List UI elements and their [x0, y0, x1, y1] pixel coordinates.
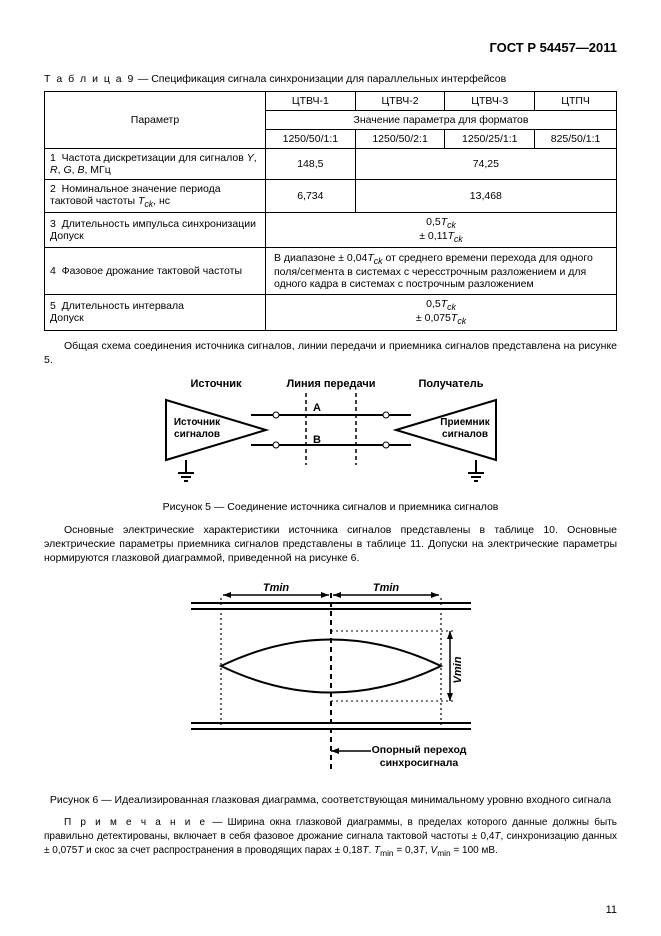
note-lead: П р и м е ч а н и е — [64, 817, 207, 828]
row2-label: 2 Номинальное значение периода тактовой … — [45, 180, 266, 213]
fig5-recv-top: Получатель — [418, 378, 483, 390]
fig5-rcv-lbl1: Приемник — [440, 417, 490, 428]
col-h1: ЦТВЧ-1 — [266, 92, 356, 111]
fig5-caption: Рисунок 5 — Соединение источника сигнало… — [44, 501, 617, 513]
fig6-tmin1: Tmin — [262, 582, 289, 594]
col-h4: ЦТПЧ — [535, 92, 617, 111]
figure6: Tmin Tmin Vmin Опорный переход синхросиг… — [44, 573, 617, 786]
note: П р и м е ч а н и е — Ширина окна глазко… — [44, 816, 617, 860]
fig5-rcv-lbl2: сигналов — [442, 429, 488, 440]
doc-header: ГОСТ Р 54457—2011 — [44, 40, 617, 55]
para1: Общая схема соединения источника сигнало… — [44, 339, 617, 367]
svg-text:синхросигнала: синхросигнала — [379, 757, 458, 769]
fig6-vmin: Vmin — [452, 657, 464, 684]
figure5: Источник Линия передачи Получатель Источ… — [44, 375, 617, 493]
table9: Параметр ЦТВЧ-1 ЦТВЧ-2 ЦТВЧ-3 ЦТПЧ Значе… — [44, 91, 617, 331]
sub-h3: 1250/25/1:1 — [445, 130, 535, 149]
fig5-src-lbl2: сигналов — [174, 429, 220, 440]
row3-val: 0,5Tck± 0,11Tck — [266, 213, 617, 248]
row3-label: 3 Длительность импульса синхронизацииДоп… — [45, 213, 266, 248]
fig5-A: A — [313, 402, 321, 414]
fig5-source-top: Источник — [190, 378, 242, 390]
value-header: Значение параметра для форматов — [266, 111, 617, 130]
col-h2: ЦТВЧ-2 — [355, 92, 445, 111]
sub-h2: 1250/50/2:1 — [355, 130, 445, 149]
fig5-B: B — [313, 434, 321, 446]
row5-label: 5 Длительность интервалаДопуск — [45, 295, 266, 330]
fig5-src-lbl1: Источник — [173, 417, 220, 428]
row1-v1: 148,5 — [266, 149, 356, 180]
param-header: Параметр — [45, 92, 266, 149]
table9-caption-lead: Т а б л и ц а 9 — [44, 73, 135, 85]
fig6-tmin2: Tmin — [372, 582, 399, 594]
fig5-line-top: Линия передачи — [286, 378, 375, 390]
sub-h4: 825/50/1:1 — [535, 130, 617, 149]
row1-label: 1 Частота дискретизации для сигналов Y, … — [45, 149, 266, 180]
row4-val: В диапазоне ± 0,04Tck от среднего времен… — [266, 248, 617, 295]
sub-h1: 1250/50/1:1 — [266, 130, 356, 149]
fig6-caption: Рисунок 6 — Идеализированная глазковая д… — [44, 794, 617, 806]
row4-label: 4 Фазовое дрожание тактовой частоты — [45, 248, 266, 295]
svg-text:Опорный переход: Опорный переход — [371, 744, 466, 756]
row2-v1: 6,734 — [266, 180, 356, 213]
row5-val: 0,5Tck± 0,075Tck — [266, 295, 617, 330]
para2: Основные электрические характеристики ис… — [44, 523, 617, 566]
col-h3: ЦТВЧ-3 — [445, 92, 535, 111]
table9-caption: Т а б л и ц а 9 — Спецификация сигнала с… — [44, 73, 617, 85]
row2-v234: 13,468 — [355, 180, 616, 213]
table9-caption-rest: — Спецификация сигнала синхронизации для… — [135, 73, 506, 85]
row1-v234: 74,25 — [355, 149, 616, 180]
page-number: 11 — [606, 904, 617, 916]
